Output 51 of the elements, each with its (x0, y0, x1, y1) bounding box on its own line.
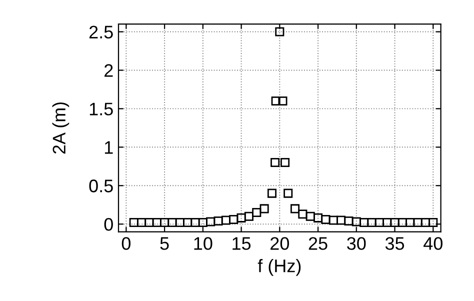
point (275, 27, 284, 36)
point (382, 218, 392, 228)
point (206, 217, 216, 226)
point (278, 96, 288, 106)
y-tick-label: 1.5 (90, 102, 113, 116)
point (175, 218, 184, 228)
x-tick-label: 20 (270, 237, 289, 250)
point (290, 204, 300, 214)
y-tick-label: 0 (104, 218, 113, 231)
point (183, 218, 192, 228)
point (267, 188, 276, 198)
point (321, 214, 330, 224)
point (280, 158, 290, 168)
point (236, 213, 246, 222)
point (214, 216, 223, 226)
point (284, 188, 293, 198)
point (198, 218, 208, 228)
point (306, 212, 315, 221)
x-tick-label: 10 (194, 237, 212, 250)
point (221, 216, 230, 225)
y-axis-title: 2A (m) (52, 102, 70, 154)
point (428, 218, 438, 228)
x-axis-title: f (Hz) (258, 259, 301, 276)
x-tick-label: 30 (347, 237, 366, 250)
point (360, 218, 369, 228)
point (336, 216, 346, 225)
x-tick-label: 0 (122, 237, 130, 250)
point (229, 214, 238, 224)
y-tick-label: 2 (104, 64, 113, 77)
point (252, 208, 262, 218)
point (244, 212, 254, 221)
point (406, 218, 415, 228)
point (270, 158, 280, 168)
y-tick-label: 1 (104, 141, 113, 154)
point (352, 217, 361, 226)
point (328, 216, 338, 225)
point (152, 218, 162, 228)
x-tick-label: 40 (424, 237, 442, 250)
x-tick-label: 5 (160, 237, 169, 250)
point (260, 204, 269, 214)
x-tick-label: 15 (232, 237, 251, 250)
y-tick-label: 2.5 (89, 26, 113, 38)
x-tick-label: 35 (385, 237, 404, 250)
point (129, 218, 138, 228)
point (344, 216, 354, 226)
point (374, 218, 384, 228)
point (314, 213, 323, 222)
point (271, 96, 280, 106)
x-tick-label: 25 (308, 237, 328, 250)
y-tick-label: 0.5 (89, 180, 113, 192)
point (298, 210, 308, 219)
